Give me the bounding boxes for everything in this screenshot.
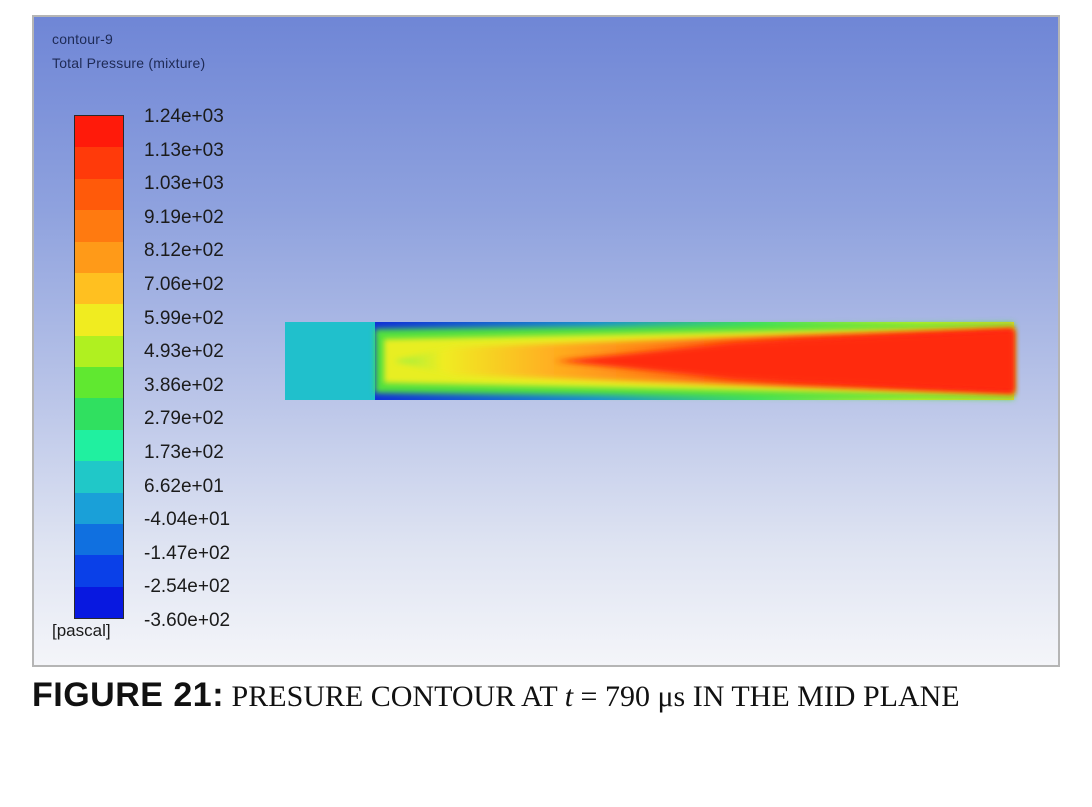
colorbar-tick-label: 8.12e+02 [144,240,224,262]
colorbar-swatch [75,116,123,148]
contour-name: contour-9 [52,31,113,47]
colorbar-tick-label: 1.24e+03 [144,106,224,127]
colorbar-tick-label: -4.04e+01 [144,509,231,531]
colorbar-swatch [75,335,123,367]
figure-caption: FIGURE 21: PRESURE CONTOUR AT t = 790 μs… [32,676,1060,716]
nozzle-contour-field [285,307,1014,400]
colorbar-units: [pascal] [52,621,111,640]
contour-plot-viewport: contour-9 Total Pressure (mixture) 1.24e… [32,15,1060,667]
colorbar-swatch [75,178,123,211]
colorbar-swatch [75,272,123,305]
colorbar-tick-label: 2.79e+02 [144,408,224,430]
colorbar-tick-label: -1.47e+02 [144,542,231,564]
colorbar-tick-label: 5.99e+02 [144,307,224,329]
colorbar-tick-label: 1.03e+03 [144,173,224,195]
colorbar-tick-label: 3.86e+02 [144,374,224,396]
colorbar-swatch [75,147,123,179]
figure-label: FIGURE 21: [32,676,225,714]
colorbar-tick-label: 1.13e+03 [144,139,224,161]
colorbar-swatch [75,241,123,273]
colorbar-tick-label: 4.93e+02 [144,341,224,363]
colorbar-tick-label: 1.73e+02 [144,442,224,463]
caption-text-before: PRESURE CONTOUR AT [231,680,558,713]
jet-hot-core [554,330,1014,392]
inlet-chamber [285,322,375,400]
colorbar-swatch [75,586,123,618]
colorbar-swatch [75,492,123,524]
colorbar-swatch [75,210,123,242]
colorbar-swatch [75,304,123,336]
contour-variable-title: Total Pressure (mixture) [52,55,206,71]
colorbar-swatch [75,429,123,462]
colorbar [74,115,124,619]
colorbar-tick-label: -3.60e+02 [144,610,231,631]
colorbar-tick-label: 6.62e+01 [144,475,224,497]
colorbar-swatch [75,555,123,587]
colorbar-swatch [75,398,123,430]
colorbar-swatch [75,461,123,493]
colorbar-swatch [75,523,123,556]
colorbar-tick-label: 7.06e+02 [144,274,224,295]
colorbar-tick-label: -2.54e+02 [144,576,231,598]
nozzle-upper-gap [375,307,1014,322]
colorbar-tick-label: 9.19e+02 [144,206,224,228]
caption-text-after: = 790 μs IN THE MID PLANE [580,680,960,713]
caption-variable: t [564,680,574,713]
colorbar-swatch [75,367,123,399]
